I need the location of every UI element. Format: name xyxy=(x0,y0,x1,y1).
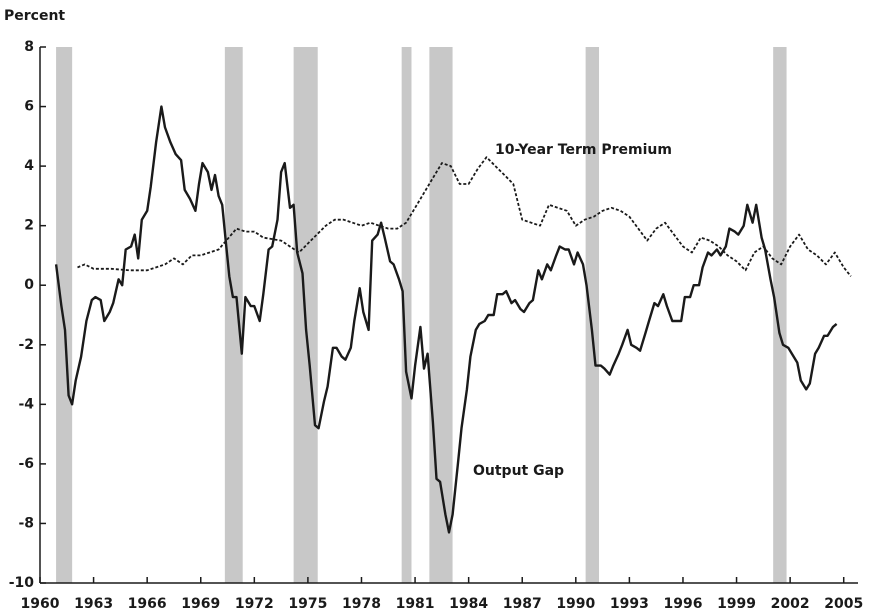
series-label: Output Gap xyxy=(473,463,564,479)
y-tick-label: 6 xyxy=(24,99,34,115)
x-tick-label: 1963 xyxy=(74,596,113,612)
x-tick-label: 1999 xyxy=(717,596,756,612)
x-tick-label: 1966 xyxy=(128,596,167,612)
x-tick-label: 2005 xyxy=(824,596,863,612)
shaded-period xyxy=(773,47,787,583)
shaded-period xyxy=(401,47,412,583)
shaded-period xyxy=(56,47,73,583)
y-axis-label: Percent xyxy=(4,8,65,24)
series-line xyxy=(77,156,852,277)
x-tick-label: 1972 xyxy=(235,596,274,612)
x-tick-label: 1960 xyxy=(21,596,60,612)
y-tick-label: 2 xyxy=(24,218,34,234)
y-tick-label: 0 xyxy=(24,277,34,293)
shaded-period xyxy=(224,47,243,583)
x-tick-label: 1975 xyxy=(288,596,327,612)
x-tick-label: 1984 xyxy=(449,596,488,612)
series-label: 10-Year Term Premium xyxy=(495,142,672,158)
x-tick-label: 2002 xyxy=(771,596,810,612)
x-tick-label: 1981 xyxy=(396,596,435,612)
series-line xyxy=(54,105,838,534)
x-tick-label: 1996 xyxy=(663,596,702,612)
y-tick-label: 8 xyxy=(24,39,34,55)
shaded-period xyxy=(429,47,453,583)
y-tick-label: -8 xyxy=(18,515,34,531)
y-tick-label: -10 xyxy=(9,575,35,591)
y-tick-label: -4 xyxy=(18,396,34,412)
y-tick-label: 4 xyxy=(24,158,34,174)
x-tick-label: 1990 xyxy=(556,596,595,612)
x-tick-label: 1987 xyxy=(503,596,542,612)
shaded-period xyxy=(585,47,600,583)
x-tick-label: 1978 xyxy=(342,596,381,612)
x-tick-label: 1993 xyxy=(610,596,649,612)
x-tick-label: 1969 xyxy=(181,596,220,612)
y-tick-label: -6 xyxy=(18,456,34,472)
y-tick-label: -2 xyxy=(18,337,34,353)
